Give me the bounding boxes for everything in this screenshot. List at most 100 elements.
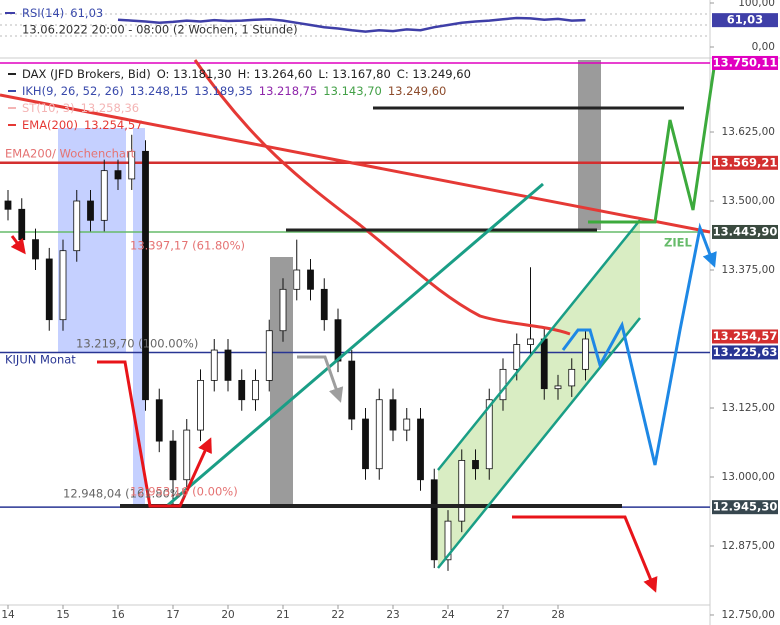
- gray-arrow: [297, 355, 344, 403]
- candle-body: [403, 418, 411, 431]
- y-tick-label: 13.625,00: [722, 126, 775, 138]
- channel-line: [437, 219, 641, 471]
- candle-body: [320, 288, 328, 321]
- legend-value: 13.258,36: [81, 101, 140, 115]
- legend-name: ST(10, 3): [22, 101, 75, 115]
- legend-name: EMA(200): [22, 118, 78, 132]
- level-label: 12.945,30: [713, 500, 778, 514]
- rsi-line: [117, 16, 586, 33]
- level-label: 13.443,90: [713, 224, 778, 238]
- x-tick-label: 22: [331, 609, 344, 621]
- legend-value: L: 13.167,80: [318, 67, 390, 81]
- x-tick-label: 24: [441, 609, 455, 621]
- rsi-value: 61,03: [70, 6, 103, 20]
- highlight-zone: [133, 128, 145, 505]
- candle-body: [265, 330, 273, 381]
- x-tick-label: 14: [1, 609, 15, 621]
- rsi-legend: RSI(14) 61,03: [22, 6, 103, 20]
- y-tick-label: 12.750,00: [722, 609, 775, 621]
- rsi-panel: [0, 0, 710, 58]
- legend-row: DAX (JFD Brokers, Bid) O: 13.181,30 H: 13.…: [22, 67, 471, 81]
- candle-body: [362, 418, 369, 470]
- candle-body: [293, 269, 301, 290]
- legend-value: H: 13.264,60: [238, 67, 313, 81]
- candle-body: [59, 250, 67, 321]
- y-tick-label: 13.125,00: [722, 402, 775, 414]
- x-tick-label: 20: [221, 609, 234, 621]
- annotation: KIJUN Monat: [5, 353, 76, 367]
- level-label: 13.750,11: [713, 55, 778, 69]
- candle-body: [18, 208, 26, 241]
- level-badge: [712, 155, 778, 170]
- y-tick-label: 13.375,00: [722, 264, 775, 276]
- candle-body: [513, 344, 521, 370]
- candle-body: [540, 338, 548, 390]
- candle-body: [142, 150, 149, 401]
- candle-body: [582, 338, 589, 370]
- x-tick-label: 27: [496, 609, 509, 621]
- highlight-zone: [58, 128, 126, 352]
- y-tick-label: 12.875,00: [722, 540, 775, 552]
- trend-line: [167, 182, 544, 507]
- rsi-guides: [0, 13, 710, 37]
- candle-body: [197, 379, 204, 431]
- candle-body: [128, 150, 136, 180]
- candle-body: [334, 319, 342, 362]
- legend-row: EMA(200) 13.254,57: [22, 118, 143, 132]
- rsi-badge: [712, 13, 778, 28]
- candle-body: [210, 349, 218, 381]
- candle-body: [568, 368, 576, 387]
- period: 13.06.2022 20:00 - 08:00 (2 Wochen, 1 St…: [22, 23, 298, 37]
- bear-scenario: [561, 222, 717, 466]
- candle-body: [224, 349, 232, 381]
- legend-value: 13.248,15: [130, 84, 189, 98]
- level-label: 13.569,21: [713, 155, 778, 169]
- level-badge: [712, 345, 778, 360]
- level-badge: [712, 224, 778, 239]
- candle-body: [73, 200, 81, 252]
- fib-label: 12.953,16 (0.00%): [130, 485, 238, 499]
- x-tick-label: 21: [276, 609, 289, 621]
- candle-body: [444, 520, 452, 561]
- candle-body: [45, 258, 53, 321]
- candle-body: [100, 170, 108, 221]
- gray-zone: [270, 257, 293, 505]
- rsi-tick-label: 100,00: [738, 0, 775, 9]
- candle-body: [238, 379, 246, 401]
- downtrend-line: [0, 93, 711, 234]
- legend-name: DAX (JFD Brokers, Bid): [22, 67, 151, 81]
- legend-row: ST(10, 3) 13.258,36: [22, 101, 139, 115]
- candle-body: [155, 399, 163, 442]
- legend-value: O: 13.181,30: [157, 67, 232, 81]
- candle-body: [458, 460, 466, 522]
- fib-label: 12.948,04 (161.80%): [63, 487, 185, 501]
- level-badge: [712, 55, 778, 70]
- candle-body: [554, 385, 562, 390]
- candle-body: [348, 360, 356, 420]
- level-badge: [712, 329, 778, 344]
- level-label: 13.254,57: [713, 329, 778, 343]
- gray-zone: [578, 60, 601, 230]
- candle-body: [499, 368, 507, 401]
- candle-body: [375, 399, 383, 470]
- x-tick-label: 15: [56, 609, 69, 621]
- red-arrow: [512, 515, 658, 593]
- candle-body: [417, 418, 424, 481]
- target-label: ZIEL: [664, 236, 692, 250]
- red-arrow: [10, 235, 26, 255]
- x-tick-label: 23: [386, 609, 399, 621]
- candle-body: [279, 288, 287, 332]
- level-label: 13.225,63: [713, 345, 778, 359]
- x-tick-label: 28: [551, 609, 564, 621]
- y-tick-label: 13.500,00: [722, 195, 775, 207]
- candle-body: [485, 399, 493, 470]
- level-badge: [712, 500, 778, 515]
- candle-body: [32, 239, 39, 260]
- trend-channel: [438, 220, 640, 568]
- candle-body: [527, 338, 534, 345]
- candle-body: [4, 200, 12, 210]
- candle-body: [430, 479, 438, 561]
- legend-value: 13.189,35: [194, 84, 253, 98]
- rsi-badge-label: 61,03: [727, 13, 763, 27]
